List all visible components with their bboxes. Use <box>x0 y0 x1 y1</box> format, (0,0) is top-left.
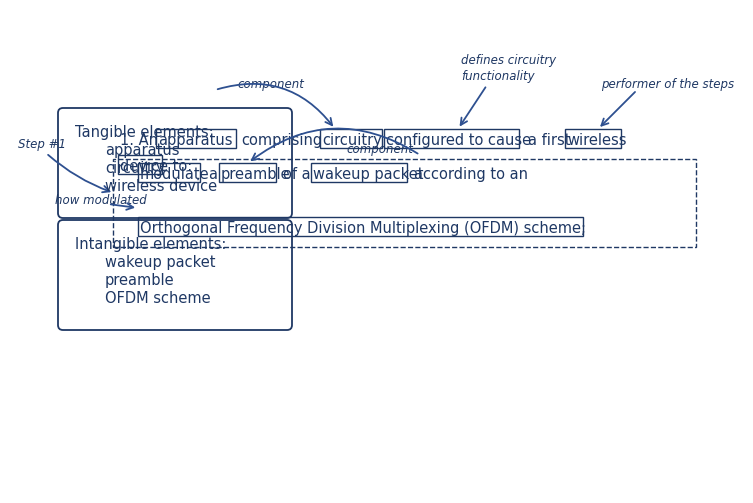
Text: how modulated: how modulated <box>55 194 147 207</box>
Text: of a: of a <box>283 167 311 182</box>
Bar <box>565 129 621 148</box>
Text: wakeup packet: wakeup packet <box>105 255 215 270</box>
Text: circuitry: circuitry <box>105 161 165 176</box>
Text: performer of the steps: performer of the steps <box>601 78 734 91</box>
Text: circuitry: circuitry <box>322 133 382 148</box>
Text: preamble: preamble <box>221 167 291 182</box>
Bar <box>384 129 519 148</box>
Text: a first: a first <box>528 133 571 148</box>
Text: Tangible elements:: Tangible elements: <box>75 125 214 140</box>
Bar <box>113 159 696 247</box>
Bar <box>219 163 276 182</box>
Text: defines circuitry
functionality: defines circuitry functionality <box>461 54 556 83</box>
Text: according to an: according to an <box>414 167 528 182</box>
Text: component: component <box>346 143 413 156</box>
Bar <box>311 163 407 182</box>
Bar <box>118 155 162 174</box>
Text: Intangible elements:: Intangible elements: <box>75 237 227 252</box>
Text: Orthogonal Frequency Division Multiplexing (OFDM) scheme;: Orthogonal Frequency Division Multiplexi… <box>140 221 586 236</box>
Text: configured to cause: configured to cause <box>386 133 531 148</box>
Text: apparatus: apparatus <box>158 133 233 148</box>
Text: apparatus: apparatus <box>105 143 179 158</box>
Bar <box>320 129 382 148</box>
Text: wireless: wireless <box>567 133 626 148</box>
Text: modulate: modulate <box>140 167 209 182</box>
Bar <box>156 129 236 148</box>
Text: wireless device: wireless device <box>105 179 217 194</box>
Text: preamble: preamble <box>105 273 175 288</box>
Text: a: a <box>208 167 217 182</box>
Text: comprising: comprising <box>241 133 322 148</box>
Text: 1. An: 1. An <box>120 133 158 148</box>
Text: component: component <box>237 78 304 91</box>
Text: Step #1: Step #1 <box>18 138 66 151</box>
Text: wakeup packet: wakeup packet <box>313 167 423 182</box>
Bar <box>138 163 200 182</box>
Bar <box>138 217 583 236</box>
Text: device to:: device to: <box>120 159 192 174</box>
Text: OFDM scheme: OFDM scheme <box>105 291 211 306</box>
